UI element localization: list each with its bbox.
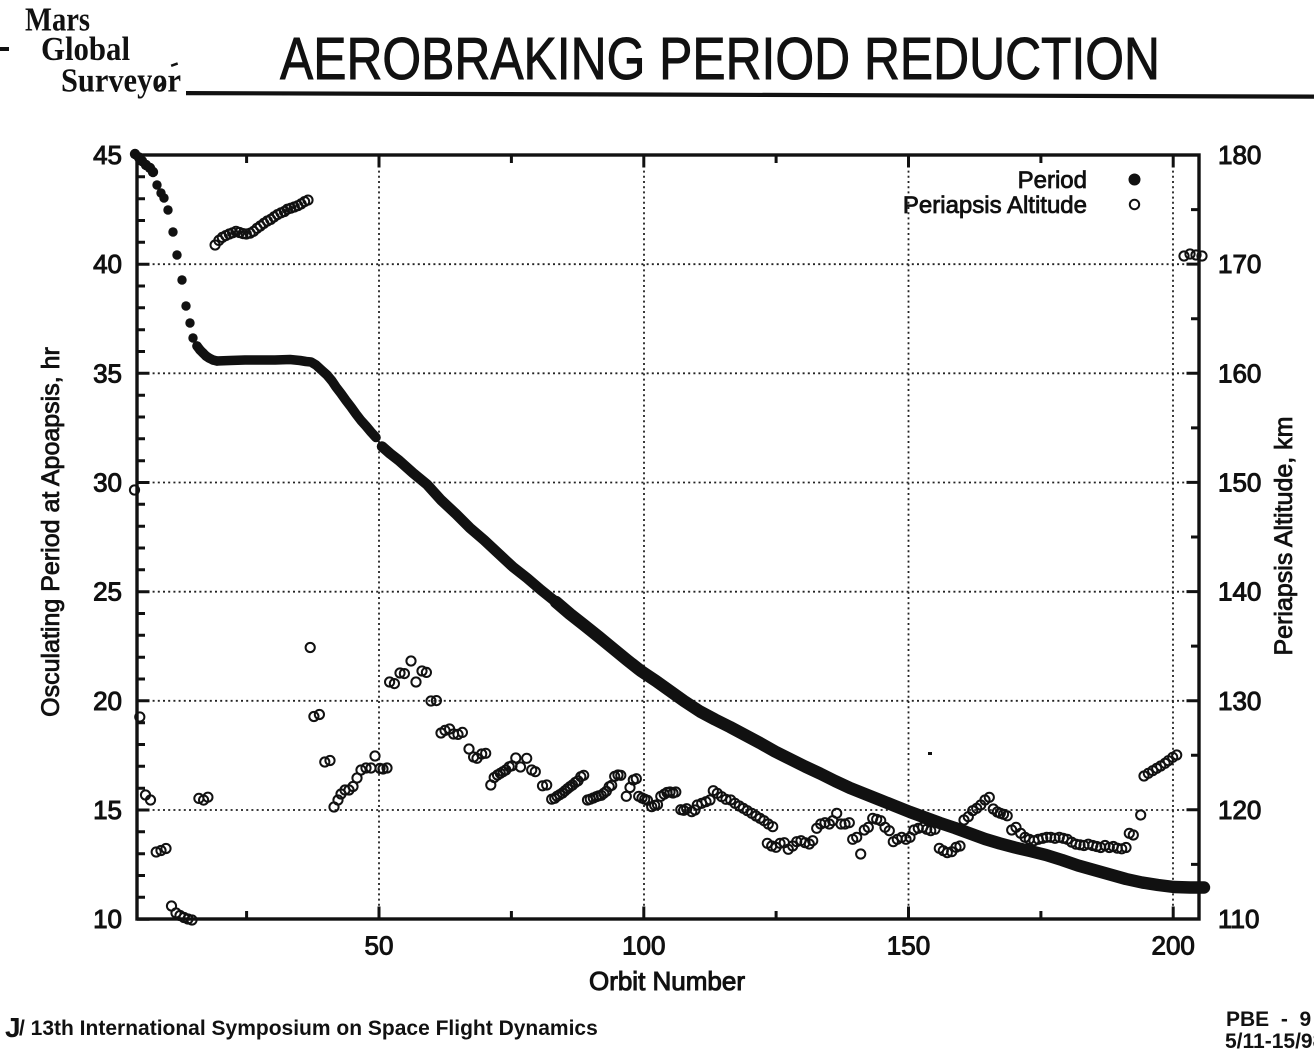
svg-text:J: J	[5, 1012, 21, 1043]
svg-text:PBE - 9: PBE - 9	[1226, 1008, 1311, 1031]
svg-text:50: 50	[365, 931, 394, 961]
svg-text:Global: Global	[41, 31, 130, 68]
svg-text:Periapsis Altitude, km: Periapsis Altitude, km	[1270, 417, 1298, 656]
svg-text:20: 20	[93, 686, 122, 716]
svg-text:15: 15	[93, 795, 122, 825]
svg-text:Period: Period	[1018, 167, 1087, 194]
svg-text:30: 30	[93, 468, 122, 498]
svg-text:150: 150	[887, 931, 930, 961]
svg-text:130: 130	[1218, 686, 1261, 716]
svg-text:/ 13th International Symposium: / 13th International Symposium on Space …	[19, 1017, 598, 1040]
svg-text:Osculating Period at Apoapsis,: Osculating Period at Apoapsis, hr	[37, 347, 65, 717]
svg-text:AEROBRAKING PERIOD REDUCTION: AEROBRAKING PERIOD REDUCTION	[280, 26, 1160, 92]
svg-text:10: 10	[93, 904, 122, 934]
svg-text:150: 150	[1218, 468, 1261, 498]
svg-text:25: 25	[93, 577, 122, 607]
svg-text:40: 40	[93, 249, 122, 279]
svg-text:Surveyor: Surveyor	[61, 63, 181, 100]
svg-text:180: 180	[1218, 140, 1261, 170]
svg-text:Orbit Number: Orbit Number	[589, 966, 745, 996]
svg-text:120: 120	[1218, 795, 1261, 825]
svg-text:100: 100	[622, 931, 665, 961]
svg-text:110: 110	[1218, 904, 1259, 934]
svg-text:45: 45	[93, 140, 122, 170]
svg-text:170: 170	[1218, 249, 1261, 279]
svg-text:160: 160	[1218, 358, 1261, 388]
svg-text:Periapsis Altitude: Periapsis Altitude	[903, 192, 1087, 219]
svg-text:35: 35	[93, 358, 122, 388]
svg-text:5/11-15/98: 5/11-15/98	[1225, 1030, 1314, 1049]
svg-text:Mars: Mars	[25, 2, 90, 39]
svg-text:140: 140	[1218, 577, 1261, 607]
svg-text:200: 200	[1152, 931, 1195, 961]
